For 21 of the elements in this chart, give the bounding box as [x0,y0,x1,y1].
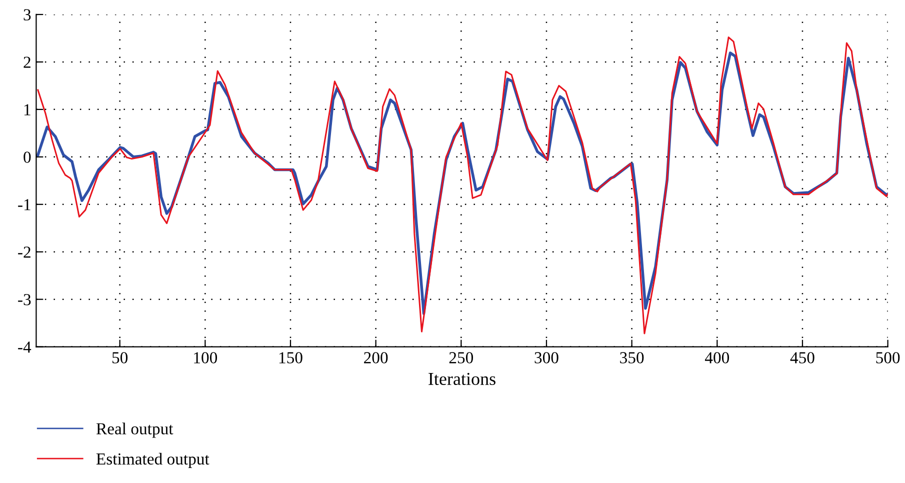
y-tick-label: -3 [18,294,31,306]
legend-label: Estimated output [96,452,210,468]
y-tick-label: 3 [24,9,31,20]
x-tick-label: 250 [449,352,474,364]
x-tick-label: 350 [620,352,644,364]
x-tick-label: 50 [112,352,128,364]
y-tick-label: -2 [18,246,30,258]
y-tick-label: -4 [18,342,32,353]
x-tick-label: 300 [534,352,558,364]
legend-label: Real output [96,422,174,438]
x-tick-label: 200 [364,352,388,364]
x-tick-label: 100 [194,352,218,364]
x-tick-label: 450 [790,352,814,364]
y-tick-label: -1 [18,199,30,210]
y-tick-label: 0 [24,152,31,163]
x-axis-title: Iterations [428,372,496,386]
y-tick-label: 2 [24,56,30,68]
x-tick-label: 500 [876,352,900,364]
x-tick-label: 400 [704,352,730,364]
y-tick-label: 1 [24,104,30,116]
x-tick-label: 150 [279,352,302,364]
